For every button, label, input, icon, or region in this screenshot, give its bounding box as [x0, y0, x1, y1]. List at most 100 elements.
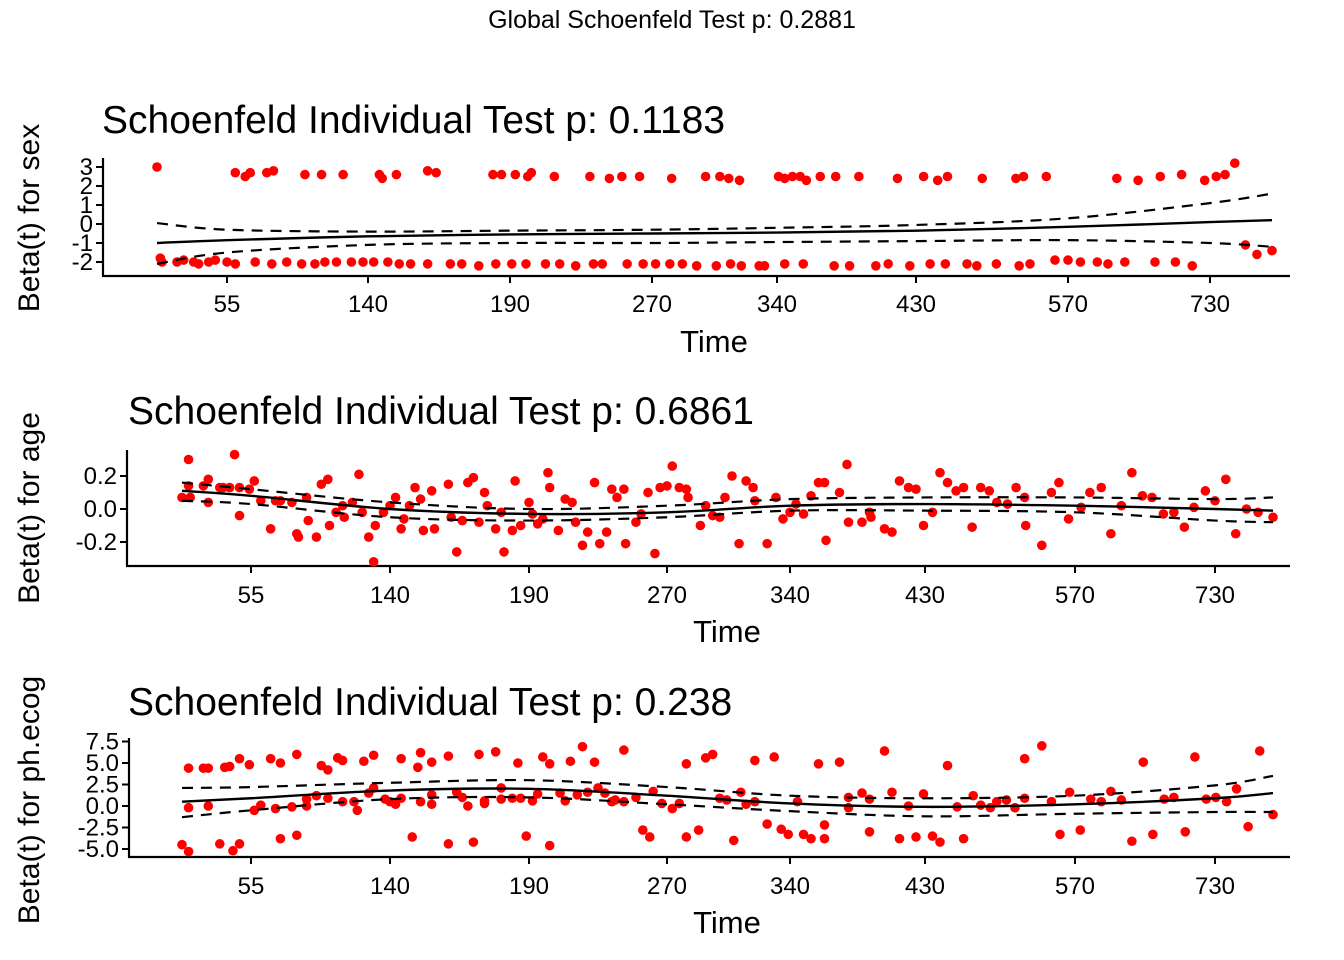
residual-point: [857, 788, 867, 798]
residual-point: [1150, 257, 1160, 267]
residual-point: [711, 261, 722, 271]
residual-point: [1176, 169, 1187, 180]
x-tick-label: 430: [905, 582, 945, 609]
residual-point: [496, 169, 507, 180]
residual-point: [234, 510, 245, 521]
y-tick-label: 0.2: [84, 463, 117, 490]
residual-point: [932, 175, 943, 186]
residual-point: [426, 757, 437, 767]
residual-point: [634, 171, 645, 182]
residual-point: [407, 832, 418, 842]
lower-confidence-band: [156, 238, 1273, 265]
residual-point: [883, 259, 893, 269]
panel-age: -0.2 0.0 0.2 55 140 190 270 340 430 570 730: [76, 449, 1290, 609]
residual-point: [819, 477, 830, 488]
residual-point: [488, 169, 498, 180]
residual-point: [303, 515, 314, 526]
residual-point: [681, 759, 692, 769]
residual-point: [607, 484, 617, 495]
residual-point: [589, 477, 600, 488]
residual-point: [1220, 169, 1230, 180]
residual-point: [1170, 257, 1181, 267]
residual-point: [829, 261, 839, 271]
residual-point: [662, 481, 672, 491]
residual-point: [778, 514, 788, 524]
residual-point: [339, 512, 350, 523]
residual-point: [323, 474, 333, 485]
residual-point: [300, 169, 310, 180]
residual-point: [456, 259, 467, 269]
x-tick-label: 270: [632, 291, 672, 318]
residual-point: [638, 825, 648, 835]
residual-point: [222, 257, 232, 267]
residual-point: [594, 538, 605, 549]
residual-point: [1075, 825, 1086, 835]
y-tick-label: 0: [80, 211, 93, 238]
residual-point: [396, 753, 406, 764]
residual-point: [843, 517, 854, 527]
residual-point: [256, 495, 266, 506]
residual-point: [879, 746, 890, 756]
y-tick-label: -2.5: [78, 815, 119, 842]
residual-point: [1169, 507, 1179, 518]
residual-point: [667, 803, 678, 814]
panel-ecog: -5.0-2.50.02.55.07.5 55 140 190 270 340 430 570…: [78, 729, 1290, 900]
residual-point: [490, 747, 501, 757]
residual-point: [736, 261, 747, 271]
y-tick-label: -2: [72, 249, 93, 276]
residual-point: [741, 476, 751, 486]
residual-point: [787, 171, 798, 182]
residual-point: [604, 173, 615, 184]
residual-point: [620, 538, 631, 549]
residual-point: [203, 474, 214, 485]
residual-point: [962, 259, 972, 269]
residual-point: [1092, 257, 1103, 267]
residual-point: [358, 257, 368, 267]
y-tick-label: 0.0: [84, 496, 117, 523]
residual-point: [903, 482, 914, 493]
residual-point: [496, 794, 507, 804]
residual-point: [617, 171, 627, 182]
residual-point: [352, 805, 363, 816]
residual-point: [834, 757, 845, 767]
residual-point: [296, 259, 307, 269]
residual-point: [507, 793, 518, 804]
residual-point: [769, 752, 779, 762]
residual-point: [942, 760, 953, 771]
residual-point: [1011, 482, 1021, 493]
residual-point: [1210, 495, 1220, 506]
residual-point: [391, 169, 402, 180]
residual-point: [610, 795, 621, 805]
residual-point: [316, 169, 327, 180]
residual-point: [927, 831, 938, 841]
residual-point: [1085, 487, 1095, 498]
residual-point: [532, 789, 543, 799]
panel-ecog-title: Schoenfeld Individual Test p: 0.238: [128, 681, 733, 724]
residual-point: [991, 259, 1002, 269]
residual-point: [266, 259, 277, 269]
residual-point: [715, 171, 725, 182]
residual-point: [457, 792, 468, 803]
residual-point: [152, 162, 162, 172]
x-tick-label: 570: [1055, 582, 1095, 609]
residual-point: [650, 548, 660, 559]
residual-point: [958, 833, 969, 844]
beta-fit-line: [181, 787, 1274, 809]
residual-point: [723, 173, 734, 184]
residual-point: [1230, 158, 1240, 168]
residual-point: [864, 827, 875, 837]
residual-point: [728, 835, 739, 846]
residual-point: [468, 837, 479, 847]
residual-point: [681, 484, 692, 495]
residual-point: [935, 467, 945, 478]
residual-point: [510, 169, 521, 180]
residual-point: [1076, 502, 1086, 513]
residual-point: [779, 173, 790, 184]
residual-point: [405, 259, 416, 269]
residual-point: [567, 497, 577, 508]
residual-point: [643, 487, 653, 498]
residual-point: [370, 520, 381, 531]
residual-point: [363, 532, 374, 542]
x-tick-label: 730: [1195, 873, 1235, 900]
y-tick-label: 0.0: [86, 793, 119, 820]
